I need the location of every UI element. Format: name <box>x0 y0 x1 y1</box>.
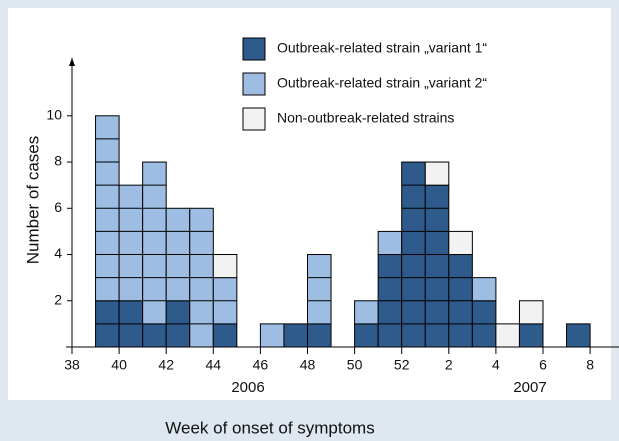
y-tick-label: 10 <box>46 107 62 123</box>
bar-segment <box>307 254 332 325</box>
bar-segment <box>424 161 450 186</box>
x-tick-label: 44 <box>206 357 222 373</box>
y-tick-label: 2 <box>54 291 62 307</box>
x-tick-label: 52 <box>394 357 410 373</box>
y-axis-arrow <box>69 58 75 66</box>
legend-swatch <box>242 107 266 131</box>
bar-segment <box>354 323 379 348</box>
y-tick-label: 8 <box>54 153 62 169</box>
bar-segment <box>142 161 167 325</box>
bar-segment <box>142 323 167 348</box>
x-axis-label: Week of onset of symptoms <box>165 418 374 437</box>
bar-segment <box>377 230 403 256</box>
bar-segment <box>212 254 238 279</box>
bar-segment <box>354 300 379 325</box>
bar-segment <box>518 323 544 348</box>
year-label: 2006 <box>231 379 264 396</box>
x-tick-label: 40 <box>111 357 127 373</box>
x-tick-label: 8 <box>586 357 594 373</box>
legend-label: Outbreak-related strain „variant 1“ <box>277 40 487 56</box>
bar-segment <box>495 323 520 348</box>
bar-segment <box>471 277 497 302</box>
bar-segment <box>448 230 473 256</box>
y-tick-label: 6 <box>54 199 62 215</box>
y-axis-label: Number of cases <box>23 136 42 265</box>
bar-segment <box>212 323 238 348</box>
bar-segment <box>518 300 544 325</box>
x-tick-label: 42 <box>158 357 174 373</box>
x-tick-label: 46 <box>253 357 269 373</box>
y-tick-label: 4 <box>54 245 62 261</box>
legend-swatch <box>242 37 266 61</box>
x-tick-label: 2 <box>445 357 453 373</box>
x-tick-label: 6 <box>539 357 547 373</box>
bar-segment <box>259 323 285 348</box>
bar-segment <box>424 184 450 348</box>
bar-segment <box>118 184 144 302</box>
bar-segment <box>566 323 591 348</box>
x-tick-label: 50 <box>347 357 363 373</box>
x-tick-label: 48 <box>300 357 316 373</box>
year-label: 2007 <box>513 379 546 396</box>
bar-segment <box>283 323 309 348</box>
legend-label: Outbreak-related strain „variant 2“ <box>277 75 487 91</box>
bar-segment <box>307 323 332 348</box>
x-tick-label: 38 <box>64 357 80 373</box>
legend-swatch <box>242 72 266 96</box>
x-tick-label: 4 <box>492 357 500 373</box>
legend-label: Non-outbreak-related strains <box>277 110 454 126</box>
